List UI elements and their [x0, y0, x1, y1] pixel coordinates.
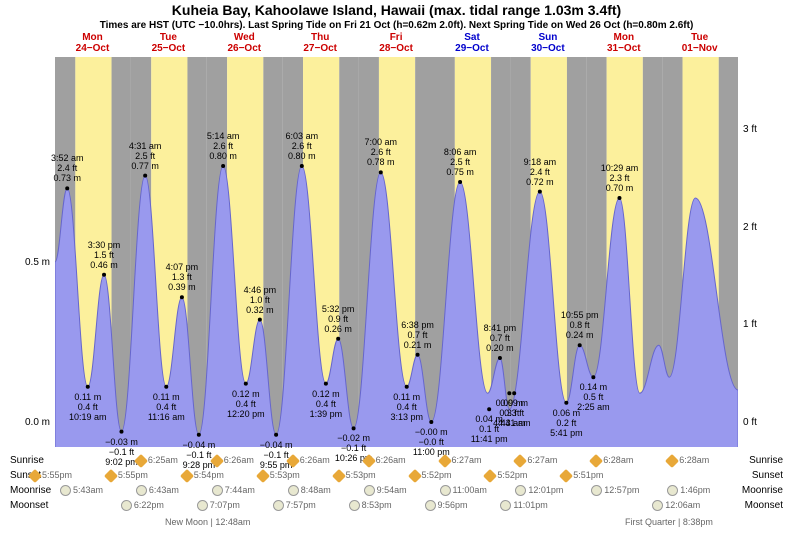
sunset-time: 5:52pm: [485, 470, 527, 481]
moonrise-time: 5:43am: [60, 485, 103, 496]
sunset-time: 5:53pm: [258, 470, 300, 481]
date-label: Thu27−Oct: [283, 32, 358, 54]
sunrise-time: 6:27am: [440, 455, 482, 466]
y-right-tick: 3 ft: [743, 124, 793, 135]
tide-extremum-label: −0.03 m−0.1 ft9:02 pm: [105, 437, 138, 467]
moonset-label-left: Moonset: [10, 500, 48, 511]
sunset-label-right: Sunset: [752, 470, 783, 481]
moonset-label-right: Moonset: [745, 500, 783, 511]
tide-extremum-label: 0.06 m0.2 ft5:41 pm: [550, 408, 583, 438]
moonrise-time: 1:46pm: [667, 485, 710, 496]
y-right-tick: 1 ft: [743, 319, 793, 330]
moonrise-time: 8:48am: [288, 485, 331, 496]
date-label: Tue01−Nov: [662, 32, 737, 54]
tide-extremum-label: 3:52 am2.4 ft0.73 m: [51, 153, 84, 183]
moonrise-label-left: Moonrise: [10, 485, 51, 496]
tide-extremum-label: 0.09 m0.3 ft4:41 am: [498, 398, 531, 428]
sunrise-label-left: Sunrise: [10, 455, 44, 466]
tide-extremum-label: 0.12 m0.4 ft1:39 pm: [310, 389, 343, 419]
sunrise-time: 6:26am: [364, 455, 406, 466]
moonset-time: 8:53pm: [349, 500, 392, 511]
tide-extremum-label: 4:07 pm1.3 ft0.39 m: [166, 262, 199, 292]
moonset-time: 7:57pm: [273, 500, 316, 511]
sunset-time: 5:55pm: [30, 470, 72, 481]
tide-extremum-label: 10:55 pm0.8 ft0.24 m: [561, 310, 599, 340]
sunset-time: 5:51pm: [561, 470, 603, 481]
moonrise-time: 7:44am: [212, 485, 255, 496]
tide-extremum-label: 0.11 m0.4 ft3:13 pm: [390, 392, 423, 422]
tide-extremum-label: 4:31 am2.5 ft0.77 m: [129, 141, 162, 171]
moonset-time: 6:22pm: [121, 500, 164, 511]
y-right-tick: 2 ft: [743, 222, 793, 233]
tide-extremum-label: 0.11 m0.4 ft10:19 am: [69, 392, 107, 422]
y-left-tick: 0.5 m: [0, 257, 50, 268]
tide-extremum-label: 5:14 am2.6 ft0.80 m: [207, 131, 240, 161]
sunrise-time: 6:27am: [515, 455, 557, 466]
moonrise-time: 12:01pm: [515, 485, 563, 496]
tide-extremum-label: 0.12 m0.4 ft12:20 pm: [227, 389, 265, 419]
tide-extremum-label: 0.14 m0.5 ft2:25 am: [577, 382, 610, 412]
sunset-time: 5:54pm: [182, 470, 224, 481]
date-label: Mon31−Oct: [586, 32, 661, 54]
y-left-tick: 0.0 m: [0, 417, 50, 428]
sunrise-label-right: Sunrise: [749, 455, 783, 466]
moonset-time: 11:01pm: [500, 500, 547, 511]
y-right-tick: 0 ft: [743, 417, 793, 428]
tide-extremum-label: 5:32 pm0.9 ft0.26 m: [322, 304, 355, 334]
sunrise-time: 6:28am: [667, 455, 709, 466]
date-label: Fri28−Oct: [359, 32, 434, 54]
moon-phase-label: New Moon | 12:48am: [165, 517, 250, 527]
tide-extremum-label: 9:18 am2.4 ft0.72 m: [524, 157, 557, 187]
date-label: Sat29−Oct: [435, 32, 510, 54]
chart-subtitle: Times are HST (UTC −10.0hrs). Last Sprin…: [0, 20, 793, 31]
tide-extremum-label: 6:03 am2.6 ft0.80 m: [286, 131, 319, 161]
moon-phase-label: First Quarter | 8:38pm: [625, 517, 713, 527]
tide-extremum-label: 6:38 pm0.7 ft0.21 m: [401, 320, 434, 350]
chart-title: Kuheia Bay, Kahoolawe Island, Hawaii (ma…: [0, 2, 793, 18]
date-label: Mon24−Oct: [55, 32, 130, 54]
tide-extremum-label: 8:41 pm0.7 ft0.20 m: [484, 323, 517, 353]
moonset-time: 9:56pm: [425, 500, 468, 511]
date-label: Wed26−Oct: [207, 32, 282, 54]
tide-extremum-label: 8:06 am2.5 ft0.75 m: [444, 147, 477, 177]
tide-extremum-label: 0.11 m0.4 ft11:16 am: [148, 392, 185, 422]
tide-chart: Kuheia Bay, Kahoolawe Island, Hawaii (ma…: [0, 0, 793, 539]
tide-extremum-label: 4:46 pm1.0 ft0.32 m: [244, 285, 277, 315]
sunrise-time: 6:25am: [136, 455, 178, 466]
moonrise-time: 9:54am: [364, 485, 407, 496]
sunset-time: 5:55pm: [106, 470, 148, 481]
tide-extremum-label: −0.00 m−0.0 ft11:00 pm: [413, 427, 450, 457]
date-label: Sun30−Oct: [510, 32, 585, 54]
moonset-time: 12:06am: [652, 500, 700, 511]
tide-extremum-label: 10:29 am2.3 ft0.70 m: [601, 163, 639, 193]
tide-extremum-label: 7:00 am2.6 ft0.78 m: [364, 137, 397, 167]
moonset-time: 7:07pm: [197, 500, 240, 511]
sunset-time: 5:52pm: [410, 470, 452, 481]
sunset-time: 5:53pm: [334, 470, 376, 481]
tide-curve: [55, 32, 738, 447]
tide-extremum-label: −0.04 m−0.1 ft9:28 pm: [182, 440, 215, 470]
sunrise-time: 6:26am: [212, 455, 254, 466]
moonrise-time: 6:43am: [136, 485, 179, 496]
sunrise-time: 6:28am: [591, 455, 633, 466]
moonrise-time: 11:00am: [440, 485, 487, 496]
date-label: Tue25−Oct: [131, 32, 206, 54]
moonrise-label-right: Moonrise: [742, 485, 783, 496]
sunrise-time: 6:26am: [288, 455, 330, 466]
tide-extremum-label: 3:30 pm1.5 ft0.46 m: [88, 240, 121, 270]
moonrise-time: 12:57pm: [591, 485, 639, 496]
plot-area: Mon24−OctTue25−OctWed26−OctThu27−OctFri2…: [55, 32, 738, 447]
